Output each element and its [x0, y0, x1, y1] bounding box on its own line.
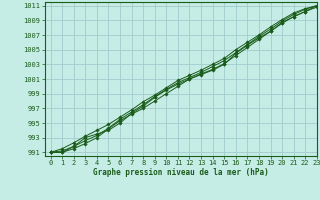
X-axis label: Graphe pression niveau de la mer (hPa): Graphe pression niveau de la mer (hPa): [93, 168, 269, 177]
